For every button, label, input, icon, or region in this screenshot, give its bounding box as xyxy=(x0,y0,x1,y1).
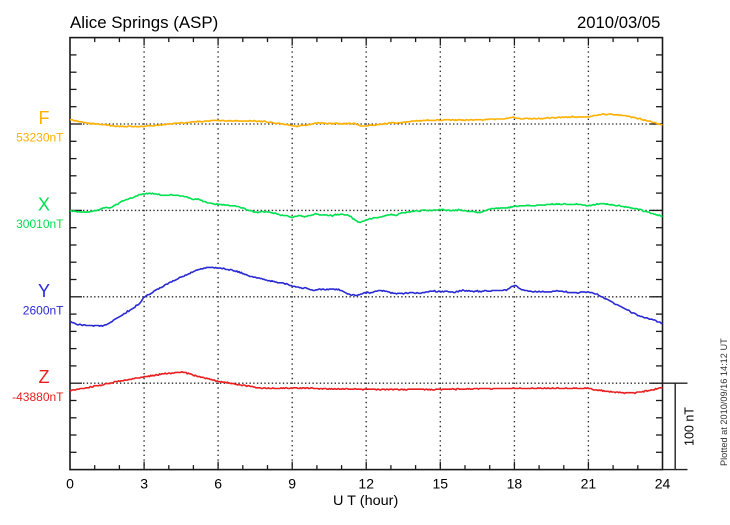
svg-text:12: 12 xyxy=(358,476,374,492)
svg-text:2010/03/05: 2010/03/05 xyxy=(577,14,660,32)
svg-text:Plotted at 2010/09/16 14:12 UT: Plotted at 2010/09/16 14:12 UT xyxy=(719,338,729,466)
svg-text:U T (hour): U T (hour) xyxy=(333,492,398,508)
svg-text:2600nT: 2600nT xyxy=(23,304,64,318)
svg-text:0: 0 xyxy=(66,476,74,492)
svg-text:9: 9 xyxy=(288,476,296,492)
svg-text:18: 18 xyxy=(507,476,523,492)
svg-text:6: 6 xyxy=(214,476,222,492)
svg-text:15: 15 xyxy=(433,476,449,492)
svg-text:Alice Springs (ASP): Alice Springs (ASP) xyxy=(70,14,218,32)
svg-text:Y: Y xyxy=(38,281,50,301)
svg-text:24: 24 xyxy=(655,476,671,492)
svg-text:3: 3 xyxy=(140,476,148,492)
svg-text:21: 21 xyxy=(581,476,597,492)
svg-text:Z: Z xyxy=(39,367,50,387)
svg-text:F: F xyxy=(39,108,50,128)
svg-text:-43880nT: -43880nT xyxy=(12,390,64,404)
svg-text:X: X xyxy=(38,194,50,214)
svg-text:30010nT: 30010nT xyxy=(16,217,64,231)
svg-text:100 nT: 100 nT xyxy=(682,407,696,446)
svg-text:53230nT: 53230nT xyxy=(16,131,64,145)
